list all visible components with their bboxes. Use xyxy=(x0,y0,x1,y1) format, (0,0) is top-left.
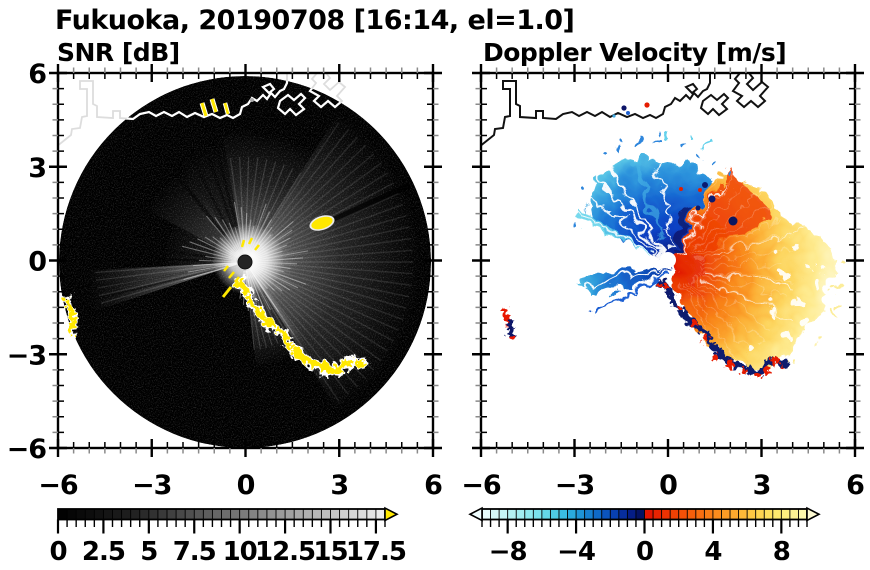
velocity-ppi-image xyxy=(481,73,838,377)
edge-speckles xyxy=(568,128,838,358)
aliased-coastal-band xyxy=(498,274,787,377)
x-tick-label: −3 xyxy=(132,470,171,501)
white-gap-rays xyxy=(572,155,804,316)
x-tick-label: −6 xyxy=(461,470,501,501)
x-tick-label: 0 xyxy=(237,470,255,501)
colorbar-tick-label: 17.5 xyxy=(346,537,406,567)
figure-title: Fukuoka, 20190708 [16:14, el=1.0] xyxy=(55,5,574,36)
y-tick-label: 0 xyxy=(28,247,46,278)
axes-layer: −6 −6 −3 −3 0 0 3 3 6 6 −6 −3 0 3 6 xyxy=(7,59,866,501)
y-tick-label: 6 xyxy=(28,59,46,90)
colorbar-tick-label: 4 xyxy=(704,537,721,567)
y-tick-label: 3 xyxy=(28,153,46,184)
x-tick-label: 3 xyxy=(330,470,348,501)
x-tick-label: 3 xyxy=(753,470,771,501)
colorbar-tick-label: 10 xyxy=(223,537,257,567)
y-tick-label: −6 xyxy=(7,434,47,465)
warm-fan-gaps xyxy=(742,237,822,347)
velocity-panel-title: Doppler Velocity [m/s] xyxy=(483,38,786,67)
ship-echoes-yellow xyxy=(199,98,254,117)
x-tick-label: −3 xyxy=(555,470,594,501)
x-tick-label: −6 xyxy=(38,470,78,501)
west-blue-wedge xyxy=(570,261,665,290)
y-tick-label: −3 xyxy=(7,340,46,371)
x-tick-label: 6 xyxy=(424,470,442,501)
colorbar-tick-label: 0 xyxy=(636,537,653,567)
near-center-yellow-flecks xyxy=(221,237,260,298)
colorbar-tick-label: 7.5 xyxy=(173,537,216,567)
x-tick-label: 0 xyxy=(659,470,677,501)
colorbar-tick-label: −4 xyxy=(557,537,595,567)
colorbar-tick-label: 15 xyxy=(313,537,347,567)
colorbar-tick-label: 12.5 xyxy=(255,537,315,567)
colorbar-tick-label: 0 xyxy=(49,537,66,567)
colorbar-tick-label: 8 xyxy=(773,537,790,567)
x-tick-label: 6 xyxy=(846,470,864,501)
velocity-colorbar: −8 −4 0 4 8 xyxy=(468,506,821,567)
lidar-position-dot xyxy=(237,254,253,270)
isolated-echo-yellow xyxy=(311,216,333,230)
panel-axes: −6 −3 0 3 6 xyxy=(461,64,865,501)
coastal-clutter-yellow xyxy=(60,273,365,376)
lidar-position-gap xyxy=(660,252,676,268)
colorbar-tick-label: 5 xyxy=(140,537,157,567)
snr-ppi-image xyxy=(58,73,431,448)
snr-panel-title: SNR [dB] xyxy=(57,38,180,67)
colorbar-tick-label: −8 xyxy=(489,537,527,567)
panel-axes: −6 −6 −3 −3 0 0 3 3 6 6 xyxy=(7,59,444,501)
ship-echoes xyxy=(612,102,650,118)
colorbar-tick-label: 2.5 xyxy=(82,537,125,567)
